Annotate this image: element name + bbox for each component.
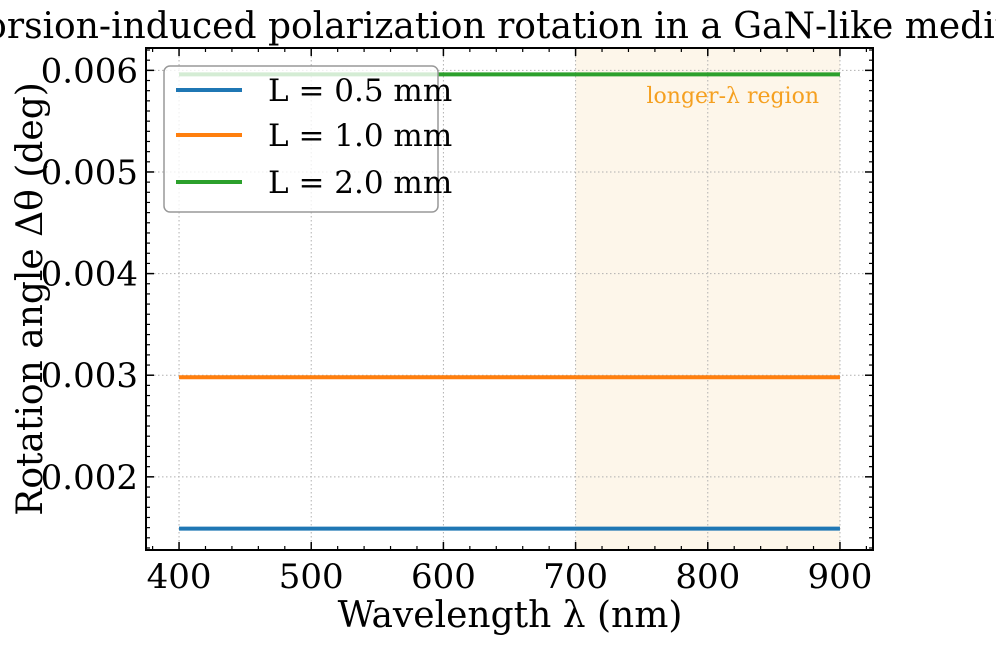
x-tick-label: 600 bbox=[411, 557, 476, 597]
plot-frame bbox=[145, 47, 874, 551]
x-tick-label: 700 bbox=[543, 557, 608, 597]
plot-area: longer-λ region bbox=[145, 47, 874, 551]
legend-label: L = 0.5 mm bbox=[268, 73, 452, 109]
y-tick-labels: 0.002 0.003 0.004 0.005 0.006 bbox=[41, 51, 138, 497]
legend: L = 0.5 mm L = 1.0 mm L = 2.0 mm bbox=[163, 65, 452, 213]
x-tick-label: 400 bbox=[147, 557, 212, 597]
y-tick-label: 0.006 bbox=[41, 51, 138, 91]
x-tick-label: 900 bbox=[808, 557, 873, 597]
ticks bbox=[146, 48, 873, 550]
y-tick-label: 0.003 bbox=[41, 356, 138, 396]
x-tick-label: 800 bbox=[675, 557, 740, 597]
y-tick-label: 0.002 bbox=[41, 458, 138, 498]
legend-entry-2: L = 2.0 mm bbox=[176, 165, 452, 201]
x-axis-label: Wavelength λ (nm) bbox=[338, 595, 683, 636]
x-tick-labels: 400 500 600 700 800 900 bbox=[147, 557, 873, 597]
legend-entry-0: L = 0.5 mm bbox=[176, 73, 452, 109]
legend-label: L = 1.0 mm bbox=[268, 118, 452, 154]
shaded-region bbox=[575, 48, 840, 550]
y-axis-label: Rotation angle Δθ (deg) bbox=[10, 82, 51, 516]
x-tick-label: 500 bbox=[279, 557, 344, 597]
legend-box bbox=[163, 65, 439, 213]
chart-title: Torsion-induced polarization rotation in… bbox=[0, 6, 996, 47]
y-tick-label: 0.005 bbox=[41, 153, 138, 193]
y-tick-label: 0.004 bbox=[41, 255, 138, 295]
legend-entry-1: L = 1.0 mm bbox=[176, 118, 452, 154]
shaded-region-label: longer-λ region bbox=[647, 84, 820, 109]
legend-label: L = 2.0 mm bbox=[268, 165, 452, 201]
